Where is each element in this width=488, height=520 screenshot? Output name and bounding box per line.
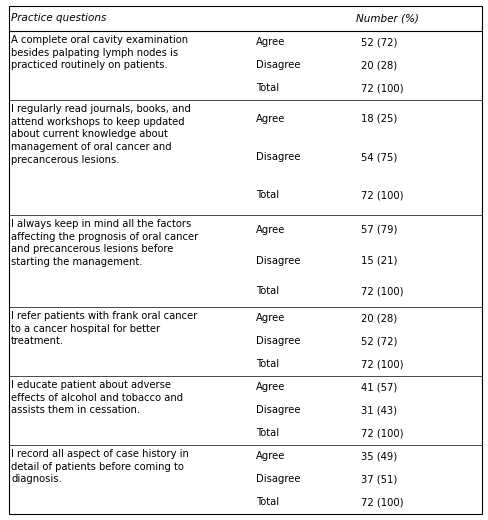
Text: 72 (100): 72 (100) bbox=[361, 190, 404, 201]
Text: 57 (79): 57 (79) bbox=[361, 225, 398, 235]
Text: 35 (49): 35 (49) bbox=[361, 451, 397, 461]
Text: 72 (100): 72 (100) bbox=[361, 359, 404, 369]
Text: Agree: Agree bbox=[256, 37, 285, 47]
Text: Total: Total bbox=[256, 190, 279, 201]
Text: 72 (100): 72 (100) bbox=[361, 497, 404, 507]
Text: 15 (21): 15 (21) bbox=[361, 256, 398, 266]
Text: I always keep in mind all the factors
affecting the prognosis of oral cancer
and: I always keep in mind all the factors af… bbox=[11, 219, 199, 267]
Text: Disagree: Disagree bbox=[256, 60, 301, 70]
Text: 72 (100): 72 (100) bbox=[361, 287, 404, 296]
Text: 41 (57): 41 (57) bbox=[361, 382, 397, 392]
Text: I record all aspect of case history in
detail of patients before coming to
diagn: I record all aspect of case history in d… bbox=[11, 449, 189, 485]
Text: 52 (72): 52 (72) bbox=[361, 37, 398, 47]
Text: 18 (25): 18 (25) bbox=[361, 114, 397, 124]
Text: Agree: Agree bbox=[256, 451, 285, 461]
Text: Agree: Agree bbox=[256, 382, 285, 392]
Text: Disagree: Disagree bbox=[256, 405, 301, 415]
Text: Number (%): Number (%) bbox=[356, 14, 419, 23]
Text: 54 (75): 54 (75) bbox=[361, 152, 397, 162]
Text: Total: Total bbox=[256, 497, 279, 507]
Text: Disagree: Disagree bbox=[256, 152, 301, 162]
Text: 72 (100): 72 (100) bbox=[361, 83, 404, 93]
Text: A complete oral cavity examination
besides palpating lymph nodes is
practiced ro: A complete oral cavity examination besid… bbox=[11, 35, 188, 70]
Text: 72 (100): 72 (100) bbox=[361, 428, 404, 438]
Text: Total: Total bbox=[256, 83, 279, 93]
Text: Disagree: Disagree bbox=[256, 336, 301, 346]
Text: I educate patient about adverse
effects of alcohol and tobacco and
assists them : I educate patient about adverse effects … bbox=[11, 380, 183, 415]
Text: Practice questions: Practice questions bbox=[11, 14, 106, 23]
Text: Agree: Agree bbox=[256, 313, 285, 323]
Text: I regularly read journals, books, and
attend workshops to keep updated
about cur: I regularly read journals, books, and at… bbox=[11, 104, 191, 165]
Text: Agree: Agree bbox=[256, 114, 285, 124]
Text: Total: Total bbox=[256, 428, 279, 438]
Text: Total: Total bbox=[256, 287, 279, 296]
Text: 20 (28): 20 (28) bbox=[361, 313, 397, 323]
Text: 31 (43): 31 (43) bbox=[361, 405, 397, 415]
Text: Disagree: Disagree bbox=[256, 474, 301, 484]
Text: I refer patients with frank oral cancer
to a cancer hospital for better
treatmen: I refer patients with frank oral cancer … bbox=[11, 311, 198, 346]
Text: 37 (51): 37 (51) bbox=[361, 474, 397, 484]
Text: Disagree: Disagree bbox=[256, 256, 301, 266]
Text: Total: Total bbox=[256, 359, 279, 369]
Text: Agree: Agree bbox=[256, 225, 285, 235]
Text: 20 (28): 20 (28) bbox=[361, 60, 397, 70]
Text: 52 (72): 52 (72) bbox=[361, 336, 398, 346]
